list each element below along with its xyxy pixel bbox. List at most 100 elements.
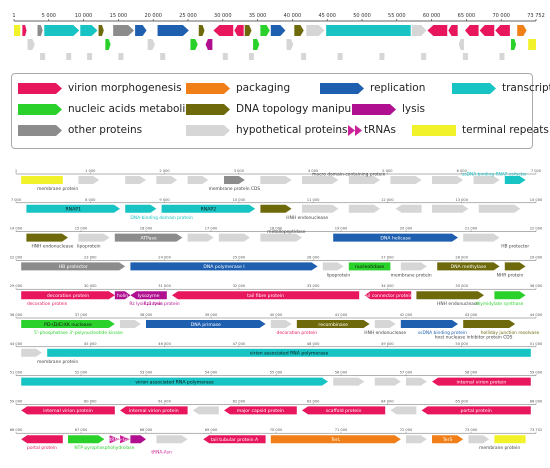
overview-minor-gene xyxy=(160,53,166,60)
overview-minor-gene xyxy=(462,53,468,60)
legend-label: hypothetical proteins xyxy=(236,124,348,136)
legend-label: nucleic acids metabolism xyxy=(68,103,201,115)
overview-gene xyxy=(260,25,270,36)
overview-tick-label: 25 000 xyxy=(179,13,197,19)
track-tick-label: 73 000 xyxy=(465,428,478,432)
track-row: 51 000 52 000 53 000 54 000 55 000 56 000 57 0… xyxy=(10,371,543,386)
overview-gene xyxy=(234,25,244,36)
track-tick-label: 1 000 xyxy=(85,169,96,173)
track-tick-label: 40 000 xyxy=(270,313,283,317)
annotation-label: HB protector xyxy=(501,244,529,250)
gene-label: internal virion protein xyxy=(129,408,179,414)
gene-replication xyxy=(130,262,318,271)
track-tick-label: 46 000 xyxy=(158,342,171,346)
track-tick-label: 37 000 xyxy=(75,313,88,317)
gene-other xyxy=(224,176,245,184)
legend-swatch xyxy=(412,125,456,136)
overview-gene xyxy=(495,25,510,36)
gene-virion xyxy=(21,435,63,444)
track-tick-label: 11 000 xyxy=(307,198,320,202)
annotation-label: membrane protein xyxy=(37,186,78,192)
legend-label: DNA topology manipulations xyxy=(236,103,387,115)
annotation-label: membrane protein xyxy=(37,359,78,365)
overview-tick-label: 1 xyxy=(12,13,15,19)
track-tick-label: 47 000 xyxy=(233,342,246,346)
annotation-label: DNA-binding domain protein xyxy=(130,215,193,221)
overview-minor-gene xyxy=(499,53,505,60)
overview-gene xyxy=(37,25,43,36)
track-tick-label: 43 000 xyxy=(465,313,478,317)
overview-gene xyxy=(286,39,294,50)
track-row: 22 000 23 000 24 000 25 000 26 000 27 000 28 0… xyxy=(10,255,543,278)
overview-gene xyxy=(157,25,189,36)
annotation-label: HNH endonuclease xyxy=(364,330,406,336)
gene-label: virion associated RNA polymerase xyxy=(250,351,329,357)
overview-minor-gene xyxy=(222,53,228,60)
gene-hypothetical xyxy=(390,406,417,415)
overview-gene xyxy=(147,39,155,50)
annotation-label: HNH endonuclease xyxy=(286,215,328,221)
legend-shape xyxy=(186,83,230,94)
track-tick-label: 1 xyxy=(15,169,17,173)
legend-swatch xyxy=(186,104,230,115)
track-tick-label: 29 000 xyxy=(530,255,543,259)
overview-gene xyxy=(517,25,527,36)
gene-hypothetical xyxy=(390,176,422,184)
overview-tick-label: 70 000 xyxy=(492,13,510,19)
gene-virion xyxy=(203,435,266,444)
gene-topology xyxy=(463,320,516,328)
gene-label: lysozyme xyxy=(138,293,160,299)
overview-gene xyxy=(27,39,35,50)
gene-nucleic xyxy=(348,262,391,271)
overview-gene xyxy=(326,25,411,36)
gene-lysis xyxy=(130,435,146,444)
gene-hypothetical xyxy=(21,348,42,357)
track-tick-label: 28 000 xyxy=(455,255,468,259)
gene-label: HB protector xyxy=(59,264,88,270)
gene-repeat xyxy=(21,176,63,184)
annotation-label: tRNA-Asn xyxy=(151,450,172,456)
overview-minor-gene xyxy=(379,53,385,60)
legend-shape xyxy=(352,104,396,115)
track-tick-label: 57 000 xyxy=(400,371,413,375)
gene-label: major capsid protein xyxy=(237,408,284,414)
track-tick-label: 70 000 xyxy=(270,428,283,432)
gene-hypothetical xyxy=(406,377,427,386)
gene-label: recombinase xyxy=(318,322,348,328)
legend-label: replication xyxy=(370,82,426,94)
gene-hypothetical xyxy=(463,233,500,242)
gene-trna xyxy=(109,435,131,444)
track-tick-label: 68 000 xyxy=(140,428,153,432)
annotation-label: 5'-phosphatase 3'-polynucleotide kinase xyxy=(34,330,123,336)
annotation-label: Rz lysis protein xyxy=(129,301,163,307)
track-tick-label: 14 000 xyxy=(530,198,543,202)
track-tick-label: 48 000 xyxy=(307,342,320,346)
track-tick-label: 12 000 xyxy=(381,198,394,202)
gene-hypothetical xyxy=(78,176,100,184)
gene-topology xyxy=(296,320,370,328)
track-tick-label: 2 000 xyxy=(159,169,170,173)
overview-gene xyxy=(198,25,205,36)
gene-hypothetical xyxy=(270,320,292,328)
gene-hypothetical xyxy=(406,435,427,444)
track-tick-label: 60 000 xyxy=(84,399,97,403)
gene-hypothetical xyxy=(156,176,178,184)
gene-replication xyxy=(400,320,458,328)
track-tick-label: 51 000 xyxy=(10,371,23,375)
overview-minor-gene xyxy=(301,53,307,60)
legend-swatch xyxy=(320,83,364,94)
track-tick-label: 5 000 xyxy=(382,169,393,173)
track-tick-label: 52 000 xyxy=(75,371,88,375)
overview-gene xyxy=(80,25,98,36)
gene-virion xyxy=(21,406,115,415)
gene-label: ATPase xyxy=(140,235,156,241)
gene-packaging xyxy=(270,435,401,444)
gene-label: DNA methylase xyxy=(451,264,487,270)
gene-nucleic xyxy=(21,320,115,328)
legend-swatch xyxy=(18,125,62,136)
track-tick-label: 44 000 xyxy=(10,342,23,346)
gene-transcription xyxy=(21,377,328,386)
legend-label: packaging xyxy=(236,82,291,94)
